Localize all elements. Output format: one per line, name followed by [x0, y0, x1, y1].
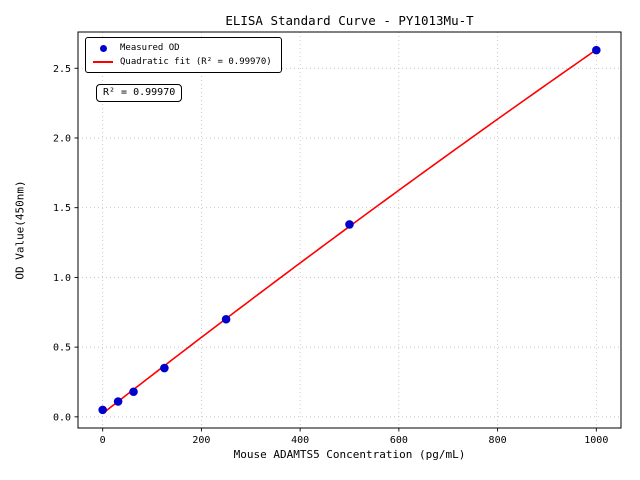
x-tick-label: 200	[192, 435, 210, 446]
measured-od-dot-icon	[99, 44, 107, 52]
chart-title: ELISA Standard Curve - PY1013Mu-T	[225, 13, 474, 28]
legend-entry-measured-od: Measured OD	[93, 43, 272, 53]
legend: Measured OD Quadratic fit (R² = 0.99970)	[85, 37, 282, 73]
legend-marker-zone	[93, 61, 113, 63]
y-tick-label: 2.0	[53, 133, 71, 144]
legend-label-measured-od: Measured OD	[120, 43, 180, 53]
x-tick-label: 1000	[584, 435, 608, 446]
data-point	[592, 45, 601, 55]
legend-label-quadratic-fit: Quadratic fit (R² = 0.99970)	[120, 57, 272, 67]
x-tick-label: 800	[489, 435, 507, 446]
legend-entry-quadratic-fit: Quadratic fit (R² = 0.99970)	[93, 57, 272, 67]
data-point	[113, 397, 123, 406]
x-tick-label: 400	[291, 435, 309, 446]
x-tick-label: 0	[100, 435, 106, 446]
y-axis-label: OD Value(450nm)	[13, 180, 27, 280]
data-point	[345, 220, 354, 229]
y-tick-label: 0.5	[53, 343, 71, 354]
data-point	[160, 363, 169, 373]
quadratic-fit-line-icon	[93, 61, 113, 63]
data-point	[98, 405, 107, 415]
x-axis-label: Mouse ADAMTS5 Concentration (pg/mL)	[233, 448, 466, 461]
quadratic-fit-line	[102, 49, 597, 415]
y-tick-label: 1.5	[53, 203, 71, 214]
axes-frame	[77, 31, 622, 429]
legend-marker-zone	[93, 44, 113, 52]
x-tick-label: 600	[390, 435, 408, 446]
y-tick-label: 1.0	[53, 273, 71, 284]
r-squared-annotation: R² = 0.99970	[96, 84, 183, 102]
y-tick-label: 2.5	[53, 64, 71, 75]
data-point	[221, 314, 231, 324]
data-point	[129, 387, 138, 397]
y-tick-label: 0.0	[53, 412, 71, 423]
